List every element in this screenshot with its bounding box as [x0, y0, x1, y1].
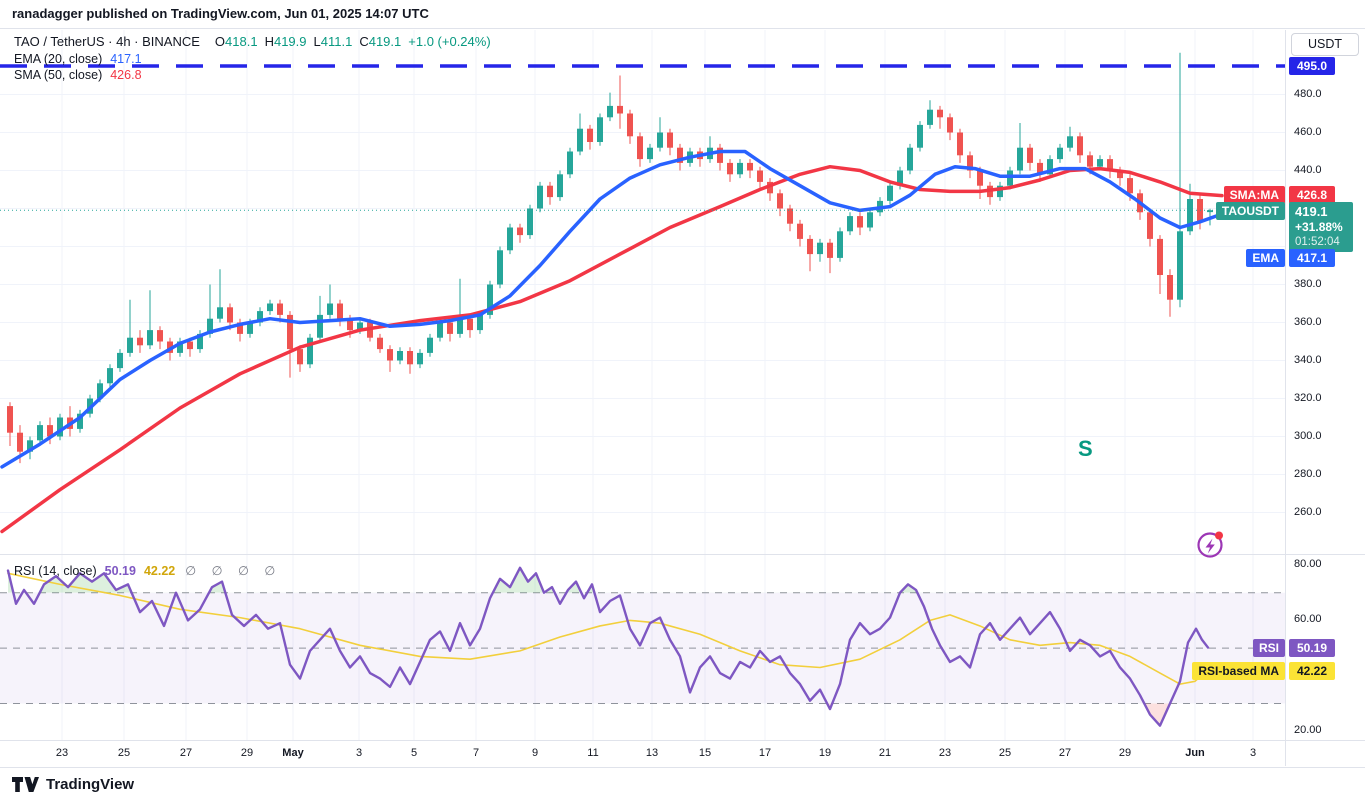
- price-tick: 440.0: [1294, 163, 1322, 176]
- pane-separator[interactable]: [0, 554, 1365, 555]
- time-tick: 29: [240, 747, 254, 759]
- sma-legend-value: 426.8: [110, 68, 142, 82]
- time-tick: 11: [587, 747, 599, 759]
- flash-ideas-button[interactable]: [1193, 527, 1227, 561]
- rsi-ma-value-label: 42.22: [1289, 662, 1335, 680]
- ema-price-value: 417.1: [1289, 249, 1335, 267]
- price-tick: 380.0: [1294, 277, 1322, 290]
- sma-price-value: 426.8: [1289, 186, 1335, 204]
- time-tick: 23: [938, 747, 952, 759]
- time-tick: 7: [472, 747, 480, 759]
- time-tick: 15: [698, 747, 712, 759]
- ema-legend[interactable]: EMA (20, close) 417.1: [14, 52, 142, 66]
- footer-separator: [0, 767, 1365, 768]
- symbol-title: TAO / TetherUS · 4h · BINANCE: [14, 34, 200, 49]
- rsi-ma-flag: RSI-based MA: [1192, 662, 1285, 680]
- sell-marker: S: [1078, 436, 1093, 461]
- rsi-tick: 80.00: [1294, 558, 1322, 570]
- price-tick: 360.0: [1294, 315, 1322, 328]
- rsi-legend[interactable]: RSI (14, close) 50.19 42.22 ∅ ∅ ∅ ∅: [14, 563, 281, 578]
- last-price: 419.1: [1295, 204, 1328, 219]
- tradingview-logo[interactable]: TradingView: [12, 776, 134, 793]
- rsi-value-label: 50.19: [1289, 639, 1335, 657]
- rsi-tick: 60.00: [1294, 613, 1322, 626]
- time-tick: 27: [1058, 747, 1072, 759]
- rsi-flag: RSI: [1252, 639, 1285, 657]
- time-tick: Jun: [1185, 747, 1205, 759]
- time-axis[interactable]: 23 25 27 29 May 3 5 7 9 11 13 15 17 19 21 23 25 27 29 Jun 3: [0, 741, 1285, 766]
- price-change-percent: +31.88%: [1295, 220, 1343, 234]
- price-tick: 300.0: [1294, 429, 1322, 442]
- time-axis-separator: [0, 740, 1365, 741]
- price-tick: 340.0: [1294, 353, 1322, 366]
- publisher-text: ranadagger published on TradingView.com,…: [12, 6, 429, 21]
- change-value: +1.0 (+0.24%): [408, 34, 491, 49]
- time-tick: 27: [179, 747, 193, 759]
- price-tick: 480.0: [1294, 87, 1322, 100]
- sma-legend[interactable]: SMA (50, close) 426.8: [14, 68, 142, 82]
- ema-legend-label: EMA (20, close): [14, 52, 103, 66]
- price-tick: 280.0: [1294, 467, 1322, 480]
- rsi-legend-empty-values: ∅ ∅ ∅ ∅: [185, 564, 282, 578]
- price-tick: 460.0: [1294, 125, 1322, 138]
- rsi-ma-legend-value: 42.22: [143, 564, 176, 578]
- currency-toggle-button[interactable]: USDT: [1291, 33, 1359, 56]
- flash-circle-icon: [1197, 532, 1223, 558]
- time-tick: 25: [117, 747, 131, 759]
- time-tick: 29: [1118, 747, 1132, 759]
- time-tick: May: [282, 747, 304, 759]
- bar-countdown: 01:52:04: [1295, 236, 1340, 248]
- rsi-legend-label: RSI (14, close): [14, 564, 97, 578]
- sma-price-flag: SMA:MA: [1223, 186, 1285, 204]
- publisher-bar: ranadagger published on TradingView.com,…: [0, 0, 1365, 29]
- last-price-countdown-label: 419.1 +31.88% 01:52:04: [1289, 202, 1353, 252]
- time-tick: 5: [410, 747, 418, 759]
- time-tick: 3: [355, 747, 363, 759]
- time-tick: 21: [878, 747, 892, 759]
- price-tick: 260.0: [1294, 505, 1322, 518]
- ohlc-values: O418.1 H419.9 L411.1 C419.1 +1.0 (+0.24%): [214, 34, 491, 49]
- lightning-icon: [1205, 538, 1215, 554]
- rsi-legend-value: 50.19: [104, 564, 136, 578]
- time-tick: 25: [998, 747, 1012, 759]
- time-tick: 9: [531, 747, 539, 759]
- price-tick: 320.0: [1294, 391, 1322, 404]
- time-tick: 3: [1249, 747, 1257, 759]
- tradingview-logo-text: TradingView: [46, 776, 135, 793]
- time-tick: 23: [55, 747, 69, 759]
- tradingview-logo-icon: [12, 777, 39, 792]
- alert-price-label[interactable]: 495.0: [1289, 57, 1335, 75]
- time-tick: 13: [645, 747, 659, 759]
- time-tick: 17: [758, 747, 772, 759]
- rsi-tick: 20.00: [1294, 724, 1322, 737]
- sma-legend-label: SMA (50, close): [14, 68, 103, 82]
- ema-legend-value: 417.1: [110, 52, 142, 66]
- symbol-price-flag: TAOUSDT: [1215, 202, 1285, 220]
- time-tick: 19: [818, 747, 832, 759]
- symbol-legend[interactable]: TAO / TetherUS · 4h · BINANCE O418.1 H419.…: [14, 34, 491, 49]
- ema-price-flag: EMA: [1246, 249, 1285, 267]
- notification-dot: [1215, 531, 1223, 540]
